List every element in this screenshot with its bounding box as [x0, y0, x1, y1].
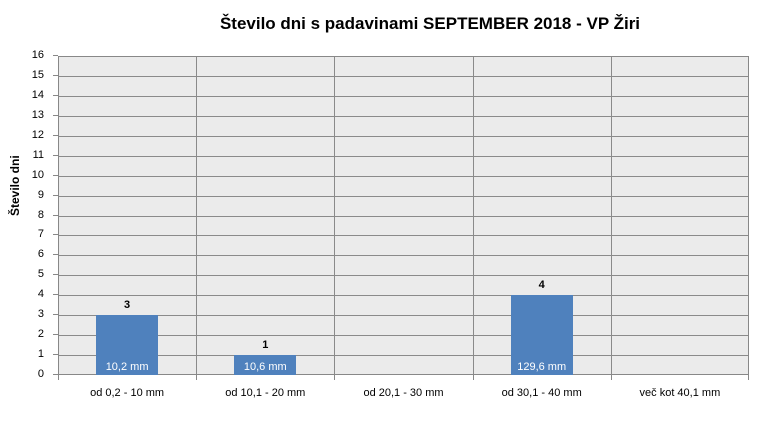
chart-title: Število dni s padavinami SEPTEMBER 2018 … [219, 14, 641, 33]
y-tick-label: 4 [37, 288, 44, 301]
x-tick-mark [611, 375, 612, 380]
category-separator [196, 57, 197, 374]
horizontal-gridline [59, 115, 748, 117]
horizontal-gridline [59, 195, 748, 197]
horizontal-gridline [59, 295, 748, 297]
y-tick-mark [53, 55, 58, 56]
y-tick-mark [53, 254, 58, 256]
bar-inner-label: 10,2 mm [105, 361, 149, 373]
x-tick-label: več kot 40,1 mm [639, 387, 721, 399]
horizontal-gridline [59, 175, 748, 177]
y-tick-label: 15 [31, 68, 44, 81]
y-tick-mark [53, 74, 58, 76]
y-tick-label: 16 [31, 49, 44, 61]
y-tick-label: 1 [37, 348, 44, 361]
horizontal-gridline [59, 235, 748, 237]
horizontal-gridline [59, 215, 748, 217]
plot-area [58, 56, 749, 375]
y-tick-label: 7 [37, 228, 44, 241]
y-tick-mark [53, 314, 58, 316]
y-tick-label: 13 [31, 108, 44, 121]
y-tick-label: 6 [37, 248, 44, 261]
y-tick-mark [53, 154, 58, 156]
y-tick-label: 5 [37, 268, 44, 281]
bar-inner-label: 129,6 mm [517, 361, 567, 373]
horizontal-gridline [59, 155, 748, 157]
x-tick-mark [334, 375, 335, 380]
y-tick-mark [53, 174, 58, 176]
x-tick-label: od 10,1 - 20 mm [225, 387, 306, 399]
x-tick-mark [196, 375, 197, 380]
horizontal-gridline [59, 255, 748, 257]
y-tick-mark [53, 294, 58, 296]
y-tick-mark [53, 274, 58, 276]
horizontal-gridline [59, 335, 748, 337]
y-tick-label: 9 [37, 188, 44, 201]
y-tick-label: 12 [31, 128, 44, 141]
horizontal-gridline [59, 95, 748, 97]
x-tick-mark [748, 375, 749, 380]
x-tick-label: od 30,1 - 40 mm [501, 387, 582, 399]
y-tick-label: 0 [37, 368, 44, 380]
horizontal-gridline [59, 315, 748, 317]
horizontal-gridline [59, 275, 748, 277]
y-axis-label: Število dni [8, 155, 22, 216]
horizontal-gridline [59, 355, 748, 357]
y-tick-mark [53, 114, 58, 116]
category-separator [334, 57, 335, 374]
y-tick-label: 2 [37, 328, 44, 341]
x-tick-mark [473, 375, 474, 380]
y-tick-label: 3 [37, 308, 44, 321]
bar: 10,6 mm [234, 355, 297, 375]
y-tick-label: 14 [31, 88, 44, 101]
horizontal-gridline [59, 75, 748, 77]
y-tick-mark [53, 234, 58, 236]
y-tick-mark [53, 214, 58, 216]
bar-value-label: 3 [124, 299, 131, 312]
y-tick-label: 10 [31, 168, 44, 181]
x-tick-label: od 0,2 - 10 mm [90, 387, 165, 399]
category-separator [473, 57, 474, 374]
y-tick-label: 8 [37, 208, 44, 221]
horizontal-gridline [59, 135, 748, 137]
bar-value-label: 4 [538, 279, 545, 292]
y-tick-mark [53, 134, 58, 136]
y-tick-mark [53, 374, 58, 375]
y-tick-mark [53, 94, 58, 96]
bar-value-label: 1 [262, 339, 269, 352]
y-tick-mark [53, 334, 58, 336]
bar: 10,2 mm [96, 315, 159, 375]
y-tick-mark [53, 354, 58, 356]
category-separator [611, 57, 612, 374]
y-tick-label: 11 [32, 148, 44, 161]
bar: 129,6 mm [510, 295, 573, 375]
x-tick-mark [58, 375, 59, 380]
x-tick-label: od 20,1 - 30 mm [363, 387, 444, 399]
bar-inner-label: 10,6 mm [243, 361, 287, 373]
y-tick-mark [53, 194, 58, 196]
